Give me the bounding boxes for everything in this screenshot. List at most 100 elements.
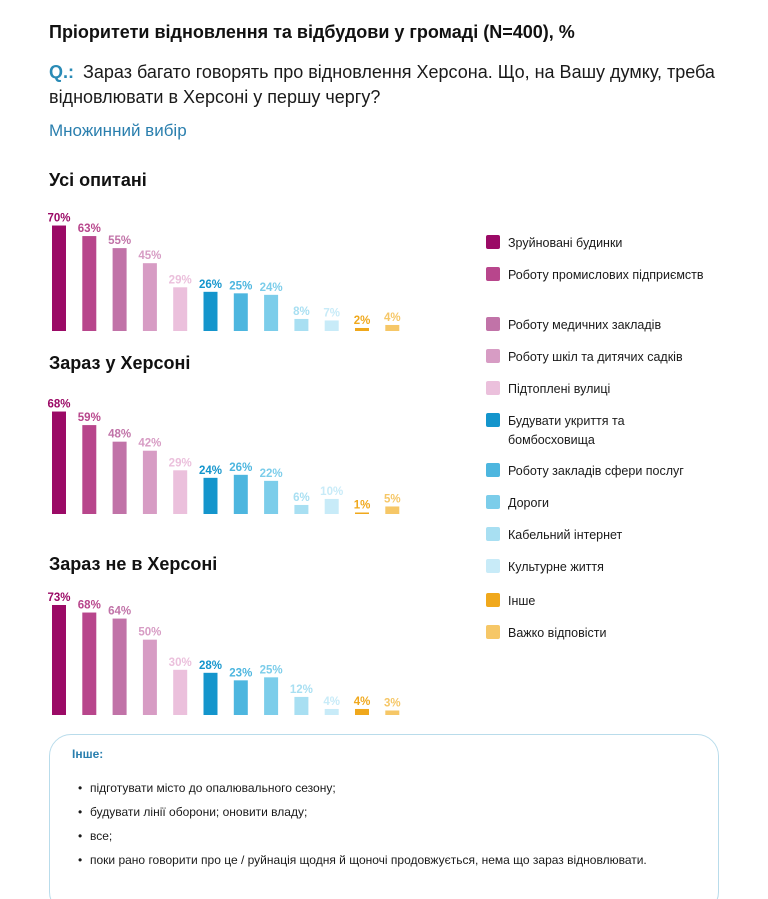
- legend-item: Кабельний інтернет: [486, 526, 708, 545]
- data-label-2: 59%: [78, 412, 101, 424]
- data-label-2: 63%: [78, 223, 101, 235]
- legend-item: Зруйновані будинки: [486, 234, 708, 253]
- data-label-5: 30%: [169, 657, 192, 669]
- data-label-7: 23%: [229, 667, 252, 679]
- bar-5: [173, 669, 188, 715]
- bar-11: [355, 708, 369, 715]
- bar-5: [173, 287, 188, 331]
- legend-swatch: [486, 625, 500, 639]
- bar-10: [324, 498, 339, 514]
- list-item: підготувати місто до опалювального сезон…: [78, 779, 678, 797]
- legend-item: Інше: [486, 592, 708, 611]
- bar-6: [203, 291, 218, 331]
- legend-swatch: [486, 559, 500, 573]
- bar-4: [142, 450, 157, 514]
- bar-3: [112, 618, 127, 715]
- legend-label: Роботу шкіл та дитячих садків: [508, 350, 683, 364]
- bar-12: [385, 506, 400, 514]
- legend-label: Роботу закладів сфери послуг: [508, 464, 684, 478]
- data-label-4: 50%: [138, 627, 161, 639]
- bar-2: [82, 236, 97, 331]
- data-label-6: 24%: [199, 465, 222, 477]
- data-label-11: 1%: [354, 499, 371, 511]
- bar-8: [264, 677, 279, 715]
- page-title: Пріоритети відновлення та відбудови у гр…: [49, 22, 575, 42]
- data-label-11: 2%: [354, 315, 371, 327]
- data-label-3: 48%: [108, 429, 131, 441]
- legend-item: Роботу закладів сфери послуг: [486, 462, 708, 481]
- bar-11: [355, 512, 369, 514]
- bar-4: [142, 263, 157, 331]
- bar-1: [52, 225, 66, 331]
- other-answers-title: Інше:: [72, 747, 104, 761]
- legend-swatch: [486, 527, 500, 541]
- data-label-7: 25%: [229, 280, 252, 292]
- data-label-5: 29%: [169, 457, 192, 469]
- data-label-2: 68%: [78, 600, 101, 612]
- bar-2: [82, 612, 97, 715]
- bar-6: [203, 477, 218, 514]
- data-label-12: 3%: [384, 697, 401, 709]
- bar-9: [294, 504, 309, 514]
- data-label-7: 26%: [229, 462, 252, 474]
- legend-label: Роботу медичних закладів: [508, 318, 662, 332]
- bar-7: [233, 680, 248, 715]
- data-label-9: 8%: [293, 306, 310, 318]
- chart-title-in-kherson: Зараз у Херсоні: [49, 353, 191, 373]
- legend-swatch: [486, 235, 500, 249]
- data-label-5: 29%: [169, 274, 192, 286]
- legend-label: Зруйновані будинки: [508, 236, 623, 250]
- legend-swatch: [486, 463, 500, 477]
- legend-item: Роботу промислових підприємств: [486, 266, 708, 285]
- data-label-3: 55%: [108, 235, 131, 247]
- legend-item: Роботу шкіл та дитячих садків: [486, 348, 708, 367]
- data-label-4: 42%: [138, 438, 161, 450]
- data-label-10: 4%: [323, 696, 340, 708]
- bar-8: [264, 294, 279, 331]
- data-label-12: 5%: [384, 493, 401, 505]
- legend-label: Інше: [508, 594, 536, 608]
- legend-label: Будувати укриття та бомбосховища: [508, 414, 625, 447]
- bar-10: [324, 708, 339, 715]
- bar-1: [52, 411, 66, 514]
- legend-swatch: [486, 381, 500, 395]
- legend-label: Кабельний інтернет: [508, 528, 623, 542]
- chart-title-all: Усі опитані: [49, 170, 147, 190]
- data-label-4: 45%: [138, 250, 161, 262]
- list-item: будувати лінії оборони; оновити владу;: [78, 803, 678, 821]
- legend-item: Дороги: [486, 494, 708, 513]
- data-label-3: 64%: [108, 606, 131, 618]
- data-label-8: 22%: [260, 468, 283, 480]
- bar-12: [385, 324, 400, 331]
- data-label-1: 70%: [47, 213, 70, 225]
- data-label-1: 73%: [47, 592, 70, 604]
- bar-3: [112, 441, 127, 514]
- bar-11: [355, 327, 369, 331]
- data-label-9: 6%: [293, 492, 310, 504]
- chart-title-not-in-kherson: Зараз не в Херсоні: [49, 554, 218, 574]
- legend-swatch: [486, 267, 500, 281]
- legend-label: Культурне життя: [508, 560, 604, 574]
- answer-type-subtitle: Множинний вибір: [49, 121, 187, 140]
- bar-chart-not-in-kherson: 73% 68% 64% 50% 30% 28% 23% 25% 12% 4% 4% 3%: [47, 592, 401, 715]
- bar-chart-all: 70% 63% 55% 45% 29% 26% 25% 24% 8% 7% 2% 4%: [47, 213, 401, 331]
- legend-swatch: [486, 413, 500, 427]
- question-text: Зараз багато говорять про відновлення Хе…: [49, 62, 715, 107]
- survey-question: Q.: Зараз багато говорять про відновленн…: [49, 60, 729, 110]
- bar-10: [324, 320, 339, 331]
- data-label-8: 25%: [260, 664, 283, 676]
- other-answers-list: підготувати місто до опалювального сезон…: [78, 779, 678, 875]
- bar-7: [233, 293, 248, 331]
- bar-4: [142, 639, 157, 715]
- bar-9: [294, 696, 309, 715]
- legend-item: Будувати укриття та бомбосховища: [486, 412, 708, 450]
- data-label-8: 24%: [260, 282, 283, 294]
- legend-item: Важко відповісти: [486, 624, 708, 643]
- bar-9: [294, 318, 309, 331]
- question-label: Q.:: [49, 62, 74, 82]
- list-item: все;: [78, 827, 678, 845]
- bar-12: [385, 710, 400, 715]
- legend-swatch: [486, 317, 500, 331]
- data-label-10: 7%: [323, 307, 340, 319]
- data-label-11: 4%: [354, 696, 371, 708]
